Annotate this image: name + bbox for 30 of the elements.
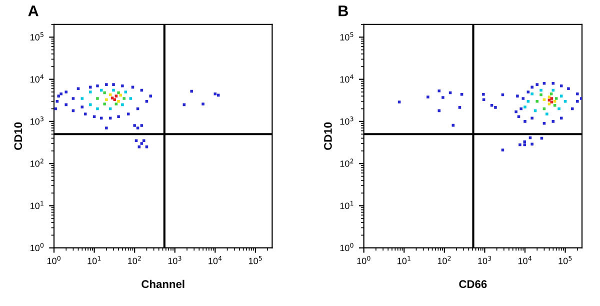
y-tick-label: 10$^{4}$	[30, 74, 44, 83]
y-tick-label: 10$^{0}$	[340, 242, 354, 252]
y-tick-label: 10$^{3}$	[30, 116, 44, 125]
x-tick-label: 10$^{0}$	[357, 256, 370, 264]
y-tick-label: 10$^{1}$	[30, 200, 44, 210]
y-axis-title: CD10	[14, 122, 22, 150]
y-tick-label: 10$^{4}$	[340, 74, 354, 83]
x-tick-label: 10$^{2}$	[438, 256, 451, 264]
y-tick-label: 10$^{2}$	[30, 158, 44, 167]
x-tick-label: 10$^{1}$	[398, 256, 410, 264]
y-axis-title: CD10	[324, 122, 332, 150]
x-tick-label: 10$^{3}$	[478, 256, 492, 264]
x-tick-label: 10$^{5}$	[248, 256, 262, 264]
x-tick-label: 10$^{3}$	[168, 256, 182, 264]
x-tick-label: 10$^{1}$	[88, 256, 101, 264]
y-tick-label: 10$^{5}$	[30, 32, 44, 40]
chart-title: B	[338, 6, 348, 16]
x-axis-title: Channel	[142, 280, 184, 288]
x-tick-label: 10$^{2}$	[128, 256, 141, 264]
x-tick-label: 10$^{4}$	[518, 256, 532, 264]
y-tick-label: 10$^{0}$	[30, 242, 44, 252]
y-tick-label: 10$^{3}$	[340, 116, 354, 125]
x-tick-label: 10$^{4}$	[208, 256, 222, 264]
x-tick-label: 10$^{0}$	[47, 256, 61, 264]
chart-title: A	[28, 6, 38, 16]
y-tick-label: 10$^{5}$	[340, 32, 354, 40]
x-tick-label: 10$^{5}$	[558, 256, 572, 264]
x-axis-title: CD66	[459, 280, 487, 288]
y-tick-label: 10$^{1}$	[340, 200, 354, 210]
y-tick-label: 10$^{2}$	[340, 158, 354, 167]
